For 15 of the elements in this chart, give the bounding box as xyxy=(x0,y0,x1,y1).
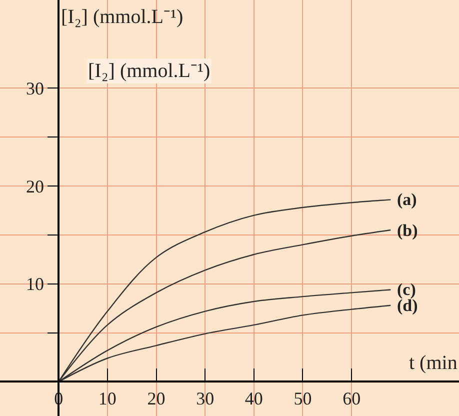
y-axis-title: [I₂] (mmol.L⁻¹) xyxy=(61,6,184,28)
x-tick-label: 10 xyxy=(98,388,116,408)
x-tick-label: 50 xyxy=(294,388,312,408)
y-tick-label: 20 xyxy=(26,176,44,196)
x-tick-label: 20 xyxy=(147,388,166,408)
series-label: (a) xyxy=(397,190,417,209)
x-tick-label: 30 xyxy=(196,388,214,408)
x-tick-label: 60 xyxy=(342,388,361,408)
series-label: (c) xyxy=(397,280,416,299)
x-tick-label: 40 xyxy=(244,388,263,408)
series-label: (b) xyxy=(397,221,418,240)
x-axis-title: t (min xyxy=(409,352,458,374)
y-tick-label: 10 xyxy=(26,274,44,294)
annotation: [I₂] (mmol.L⁻¹) xyxy=(88,60,210,82)
y-tick-label: 30 xyxy=(26,78,44,98)
